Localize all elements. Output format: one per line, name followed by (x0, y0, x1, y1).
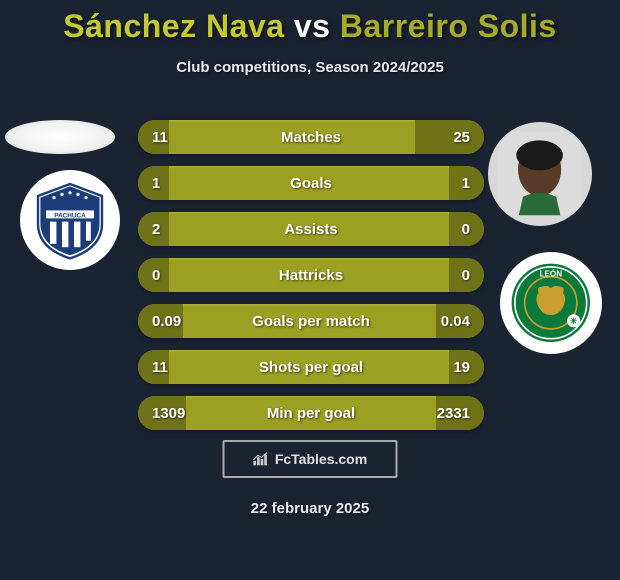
stat-label: Goals (138, 175, 484, 192)
stat-right-value: 0.04 (441, 313, 470, 330)
stats-table: 11 Matches 25 1 Goals 1 2 Assists 0 0 Ha… (138, 120, 484, 442)
bar-chart-icon (253, 451, 271, 467)
brand-text: FcTables.com (275, 451, 367, 467)
face-icon (498, 132, 581, 215)
stat-row: 2 Assists 0 (138, 212, 484, 246)
brand-badge: FcTables.com (223, 440, 398, 478)
stat-row: 1309 Min per goal 2331 (138, 396, 484, 430)
crest-icon: LEÓN (510, 262, 592, 344)
crest-icon: PACHUCA (30, 180, 110, 260)
player1-name: Sánchez Nava (63, 8, 284, 44)
player1-avatar (5, 120, 115, 154)
stat-row: 0 Hattricks 0 (138, 258, 484, 292)
stat-row: 0.09 Goals per match 0.04 (138, 304, 484, 338)
vs-label: vs (294, 8, 331, 44)
player2-name: Barreiro Solis (340, 8, 557, 44)
player2-club-crest: LEÓN (500, 252, 602, 354)
comparison-title: Sánchez Nava vs Barreiro Solis (0, 0, 620, 45)
stat-label: Matches (138, 129, 484, 146)
player2-avatar (488, 122, 592, 226)
stat-label: Min per goal (138, 405, 484, 422)
stat-right-value: 1 (462, 175, 470, 192)
svg-text:LEÓN: LEÓN (540, 268, 563, 279)
stat-row: 11 Matches 25 (138, 120, 484, 154)
stat-right-value: 0 (462, 267, 470, 284)
stat-right-value: 25 (453, 129, 470, 146)
stat-right-value: 19 (453, 359, 470, 376)
player1-club-crest: PACHUCA (20, 170, 120, 270)
stat-row: 11 Shots per goal 19 (138, 350, 484, 384)
stat-label: Shots per goal (138, 359, 484, 376)
stat-label: Assists (138, 221, 484, 238)
stat-right-value: 2331 (437, 405, 470, 422)
subtitle: Club competitions, Season 2024/2025 (0, 59, 620, 76)
stat-row: 1 Goals 1 (138, 166, 484, 200)
stat-label: Goals per match (138, 313, 484, 330)
stat-label: Hattricks (138, 267, 484, 284)
date-label: 22 february 2025 (0, 500, 620, 517)
svg-text:PACHUCA: PACHUCA (54, 213, 86, 220)
stat-right-value: 0 (462, 221, 470, 238)
